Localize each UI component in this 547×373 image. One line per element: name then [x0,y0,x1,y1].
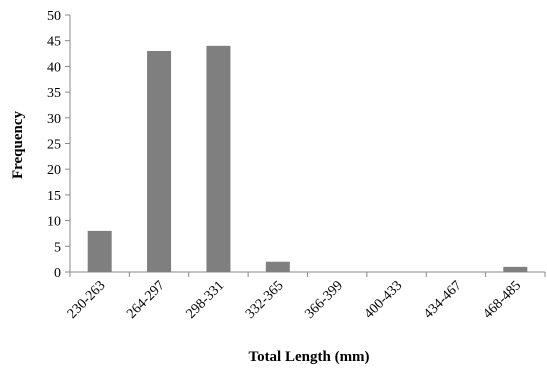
plot-area [69,15,545,273]
bar [265,261,290,272]
y-tick-label: 50 [47,9,61,24]
y-tick-label: 25 [47,138,61,153]
y-tick-label: 40 [47,60,61,75]
x-axis-title: Total Length (mm) [248,349,369,365]
y-tick-label: 35 [47,86,61,101]
x-tick-label: 468-485 [481,278,525,322]
x-tick-label: 230-263 [65,278,109,322]
bar [503,266,528,272]
y-tick-label: 30 [47,112,61,127]
x-tick-label: 434-467 [421,278,465,322]
bar [147,50,172,273]
bar [206,45,231,273]
y-tick-label: 0 [54,266,61,281]
y-tick-label: 15 [47,189,61,204]
bar [87,230,112,272]
x-tick-label: 400-433 [362,278,406,322]
x-tick-label: 298-331 [184,278,228,322]
x-tick-label: 366-399 [302,278,346,322]
y-tick-label: 5 [54,240,61,255]
y-tick-label: 45 [47,35,61,50]
x-axis-ticks: 230-263 264-297 298-331 332-365 366-399 400-4… [65,272,546,322]
y-axis-ticks: 0 5 10 15 20 25 30 35 40 45 50 [47,9,70,281]
y-tick-label: 20 [47,163,61,178]
x-tick-label: 332-365 [243,278,287,322]
x-tick-label: 264-297 [124,278,168,322]
y-axis-title: Frequency [10,110,26,179]
y-tick-label: 10 [47,215,61,230]
